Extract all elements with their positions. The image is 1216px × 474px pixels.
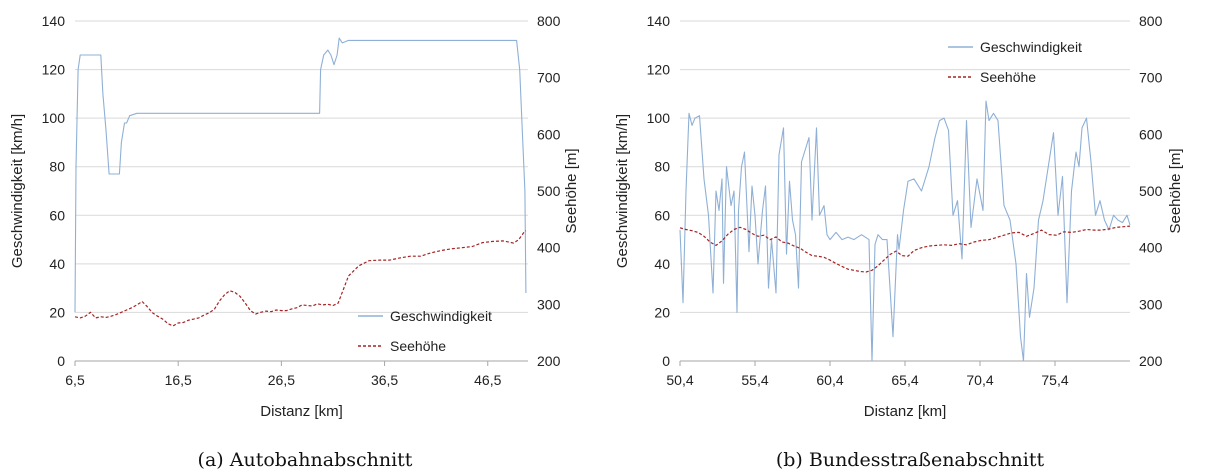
series-line-geschwindigkeit [679, 100, 1131, 362]
y-tick-label: 40 [49, 256, 65, 272]
y2-tick-label: 700 [1139, 70, 1163, 86]
y2-tick-label: 200 [537, 353, 561, 369]
y2-axis-label: Seehöhe [m] [1167, 148, 1184, 233]
y-tick-label: 120 [42, 62, 66, 78]
y-tick-label: 100 [647, 110, 671, 126]
series-line-geschwindigkeit [74, 37, 527, 313]
y2-tick-label: 400 [537, 240, 561, 256]
legend-label: Seehöhe [980, 69, 1036, 85]
y2-tick-label: 800 [1139, 13, 1163, 29]
legend-label: Geschwindigkeit [390, 308, 492, 324]
series-line-seehoehe [679, 225, 1131, 273]
y-tick-label: 100 [42, 110, 66, 126]
y-tick-label: 80 [654, 159, 670, 175]
y2-tick-label: 700 [537, 70, 561, 86]
y-tick-label: 140 [647, 13, 671, 29]
y2-tick-label: 500 [537, 183, 561, 199]
chart-panel-bundesstrasse: 0 20 40 60 80 100 120 140 200 300 400 500 600 700 800 5… [614, 13, 1184, 420]
plot-area [680, 21, 1130, 361]
caption-a: (a) Autobahnabschnitt [198, 449, 413, 471]
y2-tick-label: 300 [537, 296, 561, 312]
y2-tick-label: 500 [1139, 183, 1163, 199]
data-series [74, 37, 527, 327]
chart-panel-autobahn: 0 20 40 60 80 100 120 140 200 300 400 500 600 700 800 6… [9, 13, 580, 420]
y-axis-label: Geschwindigkeit [km/h] [614, 114, 631, 268]
legend: Geschwindigkeit Seehöhe [358, 308, 492, 354]
legend-label: Geschwindigkeit [980, 39, 1082, 55]
x-tick-label: 65,4 [891, 372, 918, 388]
x-tick-label: 55,4 [741, 372, 768, 388]
axes: 0 20 40 60 80 100 120 140 200 300 400 500 600 700 800 5… [614, 13, 1184, 420]
plot-area [75, 21, 528, 361]
caption-b: (b) Bundesstraßenabschnitt [776, 449, 1045, 471]
y-axis-label: Geschwindigkeit [km/h] [9, 114, 26, 268]
legend-label: Seehöhe [390, 338, 446, 354]
x-tick-label: 70,4 [966, 372, 993, 388]
legend: Geschwindigkeit Seehöhe [948, 39, 1082, 85]
x-axis-label: Distanz [km] [260, 403, 343, 420]
y-tick-label: 120 [647, 62, 671, 78]
x-tick-label: 50,4 [666, 372, 693, 388]
x-tick-label: 16,5 [165, 372, 192, 388]
y2-tick-label: 600 [1139, 126, 1163, 142]
y2-axis-label: Seehöhe [m] [563, 148, 580, 233]
x-tick-label: 60,4 [816, 372, 843, 388]
y2-tick-label: 600 [537, 126, 561, 142]
axes: 0 20 40 60 80 100 120 140 200 300 400 500 600 700 800 6… [9, 13, 580, 420]
y2-tick-label: 400 [1139, 240, 1163, 256]
x-tick-label: 36,5 [371, 372, 398, 388]
y-tick-label: 40 [654, 256, 670, 272]
y-tick-label: 60 [49, 207, 65, 223]
y-tick-label: 140 [42, 13, 66, 29]
series-line-seehoehe [74, 230, 527, 327]
y-tick-label: 0 [662, 353, 670, 369]
x-tick-label: 26,5 [268, 372, 295, 388]
y-tick-label: 0 [57, 353, 65, 369]
x-tick-label: 46,5 [474, 372, 501, 388]
y-tick-label: 20 [654, 304, 670, 320]
y-tick-label: 60 [654, 207, 670, 223]
x-tick-label: 6,5 [65, 372, 85, 388]
y2-tick-label: 300 [1139, 296, 1163, 312]
y2-tick-label: 800 [537, 13, 561, 29]
y-tick-label: 80 [49, 159, 65, 175]
data-series [679, 100, 1131, 362]
y-tick-label: 20 [49, 304, 65, 320]
y2-tick-label: 200 [1139, 353, 1163, 369]
x-axis-label: Distanz [km] [864, 403, 947, 420]
x-tick-label: 75,4 [1041, 372, 1068, 388]
